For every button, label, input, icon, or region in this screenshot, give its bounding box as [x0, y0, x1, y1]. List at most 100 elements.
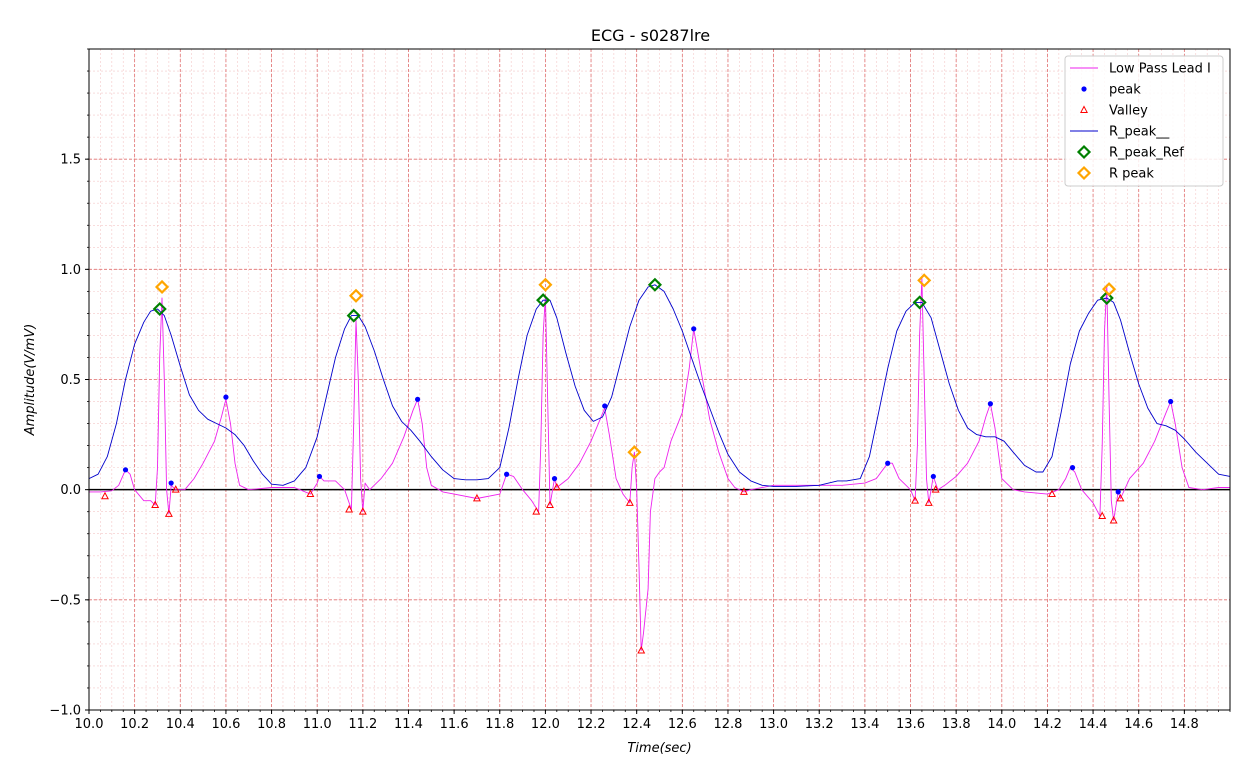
- chart-title: ECG - s0287lre: [591, 26, 710, 45]
- r-peak-ref-marker: [536, 293, 551, 308]
- r-peak-marker: [627, 445, 642, 460]
- x-tick-label: 11.2: [348, 717, 377, 732]
- peak-marker: [168, 480, 174, 486]
- grid: [88, 48, 1231, 711]
- x-tick-label: 10.4: [166, 717, 195, 732]
- valley-marker: [100, 491, 109, 500]
- peak-marker: [223, 394, 229, 400]
- valley-marker: [911, 496, 920, 504]
- r-peak-marker: [348, 288, 364, 303]
- x-tick-label: 12.0: [531, 717, 560, 732]
- legend-entry: R_peak_Ref: [1076, 144, 1184, 161]
- legend-diamond-swatch: [1076, 165, 1092, 181]
- r-peak-ref-marker: [647, 277, 662, 292]
- peak-marker: [885, 460, 891, 466]
- valley-marker: [931, 485, 940, 493]
- x-tick-label: 12.6: [668, 717, 697, 732]
- r-peak-marker: [154, 279, 170, 295]
- x-tick-label: 12.2: [577, 717, 606, 732]
- series-line-r-peak: [88, 284, 1231, 487]
- valley-marker: [1098, 511, 1107, 520]
- valley-marker: [545, 500, 554, 509]
- legend-dot-swatch: [1081, 86, 1087, 92]
- valley-marker: [625, 498, 634, 506]
- peak-marker: [316, 473, 323, 480]
- legend-diamond-swatch: [1076, 144, 1092, 160]
- valley-marker: [1109, 515, 1118, 524]
- series-points-r-peak-ref: [152, 277, 1114, 323]
- peak-marker: [551, 476, 558, 482]
- legend-triangle-swatch: [1080, 105, 1088, 113]
- x-tick-label: 13.4: [850, 717, 879, 732]
- legend-entry: peak: [1081, 83, 1141, 98]
- x-tick-label: 13.8: [942, 717, 971, 732]
- peak-marker: [1115, 489, 1121, 495]
- x-tick-label: 14.6: [1124, 717, 1153, 732]
- series-group: [88, 273, 1231, 654]
- legend-entry: R peak: [1076, 165, 1154, 182]
- valley-marker: [1116, 493, 1125, 502]
- x-tick-label: 14.2: [1033, 717, 1062, 732]
- x-tick-label: 13.6: [896, 717, 925, 732]
- peak-marker: [691, 326, 697, 332]
- y-tick-label: 1.0: [60, 263, 81, 278]
- legend-label: Valley: [1109, 104, 1148, 119]
- valley-marker: [358, 507, 367, 515]
- x-tick-label: 10.8: [257, 717, 286, 732]
- r-peak-ref-marker: [152, 301, 167, 317]
- valley-marker: [739, 487, 748, 495]
- legend-label: Low Pass Lead I: [1109, 62, 1211, 77]
- peak-marker: [1069, 465, 1076, 471]
- peak-marker: [602, 403, 608, 409]
- legend-label: R_peak_Ref: [1109, 146, 1184, 161]
- x-tick-label: 11.4: [394, 717, 423, 732]
- legend: Low Pass Lead I peak Valley R_peak__ R_peak_…: [1064, 55, 1224, 187]
- series-points-valley: [100, 482, 1125, 654]
- x-tick-label: 14.8: [1170, 717, 1199, 732]
- peak-marker: [504, 471, 510, 477]
- valley-marker: [472, 493, 481, 502]
- valley-marker: [552, 482, 561, 491]
- x-tick-label: 13.2: [805, 717, 834, 732]
- x-tick-label: 11.6: [440, 717, 469, 732]
- valley-marker: [164, 509, 173, 517]
- x-tick-label: 14.0: [987, 717, 1016, 732]
- series-points-peak: [122, 326, 1174, 495]
- x-tick-label: 10.6: [211, 717, 240, 732]
- legend-entry: Low Pass Lead I: [1070, 62, 1211, 77]
- r-peak-marker: [538, 277, 553, 292]
- valley-marker: [924, 498, 933, 506]
- y-tick-label: −0.5: [49, 593, 81, 608]
- x-tick-label: 11.0: [303, 717, 332, 732]
- y-tick-label: 0.5: [60, 373, 81, 388]
- x-tick-label: 10.0: [75, 717, 104, 732]
- axis-ticks: 10.0 10.2 10.4 10.6 10.8 11.0 11.2 11.4 11.6 11.8…: [49, 48, 1231, 732]
- x-tick-label: 12.4: [622, 717, 651, 732]
- series-points-r-peak: [154, 273, 1117, 460]
- x-tick-label: 11.8: [485, 717, 514, 732]
- valley-marker: [345, 504, 354, 513]
- y-axis-title: Amplitude(V/mV): [23, 324, 38, 437]
- legend-entry: R_peak__: [1070, 125, 1170, 140]
- legend-label: R peak: [1109, 167, 1154, 182]
- peak-marker: [930, 473, 936, 480]
- legend-label: R_peak__: [1109, 125, 1170, 140]
- valley-marker: [171, 485, 180, 493]
- peak-marker: [122, 467, 129, 473]
- x-axis-title: Time(sec): [627, 741, 691, 756]
- r-peak-marker: [1101, 282, 1117, 297]
- valley-marker: [151, 500, 160, 509]
- r-peak-ref-marker: [912, 295, 927, 310]
- y-tick-label: 0.0: [60, 483, 81, 498]
- legend-label: peak: [1109, 83, 1141, 98]
- valley-marker: [637, 645, 646, 654]
- valley-marker: [306, 489, 315, 498]
- legend-box: [1064, 55, 1224, 187]
- x-tick-label: 14.4: [1079, 717, 1108, 732]
- peak-marker: [987, 401, 993, 407]
- valley-marker: [532, 507, 541, 515]
- legend-entry: Valley: [1080, 104, 1148, 119]
- x-tick-label: 12.8: [713, 717, 742, 732]
- r-peak-ref-marker: [1099, 290, 1114, 306]
